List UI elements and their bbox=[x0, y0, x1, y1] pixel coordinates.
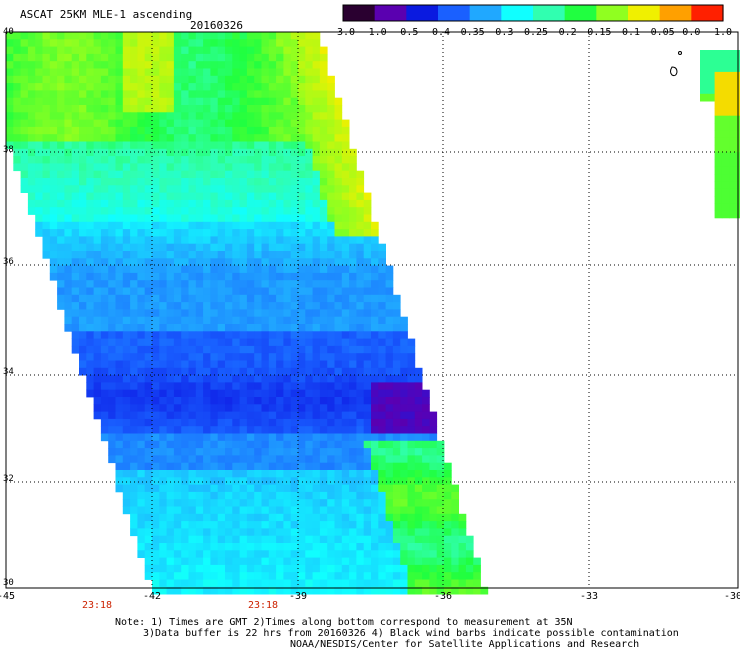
plot-frame bbox=[5, 31, 739, 589]
colorbar-label: -0.1 bbox=[615, 27, 641, 38]
colorbar-swatch bbox=[406, 5, 439, 21]
colorbar-label: -3.0 bbox=[330, 27, 356, 38]
colorbar-border bbox=[342, 4, 724, 22]
y-tick-label: 32 bbox=[3, 474, 14, 484]
colorbar-label: -0.4 bbox=[425, 27, 451, 38]
lat-lon-grid bbox=[6, 32, 738, 588]
colorbar-label: -0.35 bbox=[454, 27, 485, 38]
y-tick-label: 36 bbox=[3, 257, 14, 267]
colorbar-label: 0.0 bbox=[682, 27, 701, 38]
colorbar bbox=[342, 4, 724, 22]
right-swath-fragment bbox=[700, 50, 740, 219]
x-tick-label: -33 bbox=[579, 591, 599, 602]
map-date: 20160326 bbox=[190, 19, 243, 32]
colorbar-swatch bbox=[691, 5, 724, 21]
colorbar-swatch bbox=[564, 5, 597, 21]
colorbar-swatch bbox=[533, 5, 566, 21]
y-tick-label: 34 bbox=[3, 367, 14, 377]
time-label: 23:18 bbox=[247, 600, 279, 611]
map-title: ASCAT 25KM MLE-1 ascending bbox=[20, 8, 193, 21]
island-outline bbox=[670, 51, 682, 77]
colorbar-swatch bbox=[628, 5, 661, 21]
y-tick-label: 38 bbox=[3, 145, 14, 155]
note-line-3: NOAA/NESDIS/Center for Satellite Applica… bbox=[290, 639, 640, 650]
x-tick-label: -39 bbox=[288, 591, 308, 602]
note-line-1: Note: 1) Times are GMT 2)Times along bot… bbox=[115, 617, 573, 628]
colorbar-swatch bbox=[501, 5, 534, 21]
colorbar-label: -0.15 bbox=[581, 27, 612, 38]
colorbar-swatch bbox=[374, 5, 407, 21]
colorbar-label: -0.25 bbox=[517, 27, 549, 38]
x-tick-label: -30 bbox=[723, 591, 740, 602]
colorbar-swatch bbox=[343, 5, 376, 21]
x-tick-label: -45 bbox=[0, 591, 16, 602]
colorbar-label: -0.3 bbox=[489, 27, 514, 38]
scatterometer-swath bbox=[6, 32, 489, 595]
colorbar-label: 1.0 bbox=[713, 27, 733, 38]
y-tick-label: 30 bbox=[3, 578, 14, 588]
colorbar-swatch bbox=[659, 5, 692, 21]
colorbar-label: -0.2 bbox=[552, 27, 577, 38]
colorbar-swatch bbox=[438, 5, 471, 21]
colorbar-swatch bbox=[469, 5, 502, 21]
x-tick-label: -36 bbox=[433, 591, 453, 602]
y-tick-label: 40 bbox=[3, 27, 14, 37]
colorbar-label: -0.05 bbox=[644, 27, 675, 38]
time-label: 23:18 bbox=[81, 600, 113, 611]
note-line-2: 3)Data buffer is 22 hrs from 20160326 4)… bbox=[143, 628, 679, 639]
colorbar-swatch bbox=[596, 5, 629, 21]
colorbar-label: -1.0 bbox=[362, 27, 387, 38]
colorbar-label: -0.5 bbox=[394, 27, 419, 38]
x-tick-label: -42 bbox=[142, 591, 162, 602]
